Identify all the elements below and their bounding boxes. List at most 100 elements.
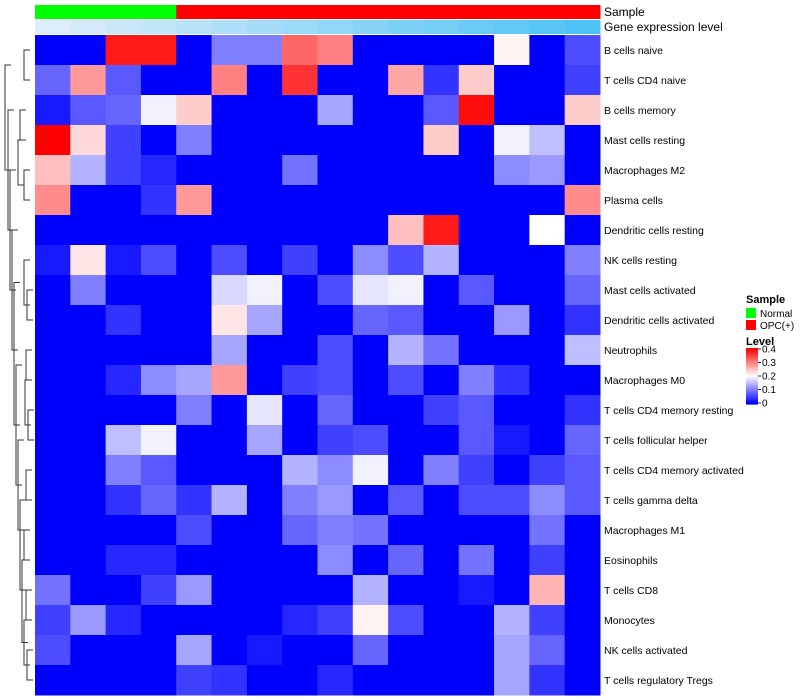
heatmap-cell (529, 485, 566, 516)
heatmap-cell (211, 545, 248, 576)
heatmap-cell (564, 125, 601, 156)
heatmap-cell (246, 305, 283, 336)
heatmap-cell (458, 575, 495, 606)
heatmap-cell (35, 125, 71, 156)
heatmap-cell (246, 395, 283, 426)
heatmap-cell (317, 65, 354, 96)
dendrogram-branch (25, 469, 32, 501)
dendrogram-branch (24, 379, 31, 426)
heatmap-cell (423, 185, 460, 216)
heatmap-cell (529, 515, 566, 546)
heatmap-cell (352, 635, 389, 666)
heatmap-cell (70, 575, 107, 606)
heatmap-cell (388, 155, 424, 186)
legend-gradient-step (746, 348, 758, 350)
heatmap-cell (105, 365, 142, 396)
legend-gradient-step (746, 376, 758, 378)
row-label: NK cells resting (604, 255, 677, 267)
heatmap-cell (246, 455, 283, 486)
heatmap-cell (458, 395, 495, 426)
heatmap-cell (352, 365, 389, 396)
heatmap-cell (176, 35, 213, 66)
row-label: T cells CD4 memory resting (604, 405, 733, 417)
row-label: T cells gamma delta (604, 495, 698, 507)
heatmap-cell (211, 275, 248, 306)
heatmap-cell (140, 605, 177, 636)
heatmap-cell (282, 125, 318, 156)
heatmap-cell (494, 425, 530, 456)
annotation-cell (35, 20, 71, 34)
heatmap-cell (211, 425, 248, 456)
heatmap-cell (211, 605, 248, 636)
heatmap-cell (564, 65, 601, 96)
heatmap-cell (176, 335, 213, 366)
heatmap-cell (352, 35, 389, 66)
legend-gradient-step (746, 387, 758, 390)
row-label: Macrophages M2 (604, 165, 685, 177)
heatmap-cell (529, 95, 566, 126)
dendrogram-branch (19, 109, 26, 141)
heatmap-cell (458, 95, 495, 126)
heatmap-cell (105, 275, 142, 306)
heatmap-cell (564, 215, 601, 246)
heatmap-cell (494, 455, 530, 486)
heatmap-cell (388, 425, 424, 456)
heatmap-cell (35, 635, 71, 666)
row-label: B cells memory (604, 105, 677, 117)
heatmap-cell (105, 215, 142, 246)
heatmap-cell (70, 155, 107, 186)
dendrogram-branch (19, 499, 26, 591)
heatmap-cell (388, 35, 424, 66)
heatmap-cell (140, 245, 177, 276)
heatmap-cell (564, 95, 601, 126)
heatmap-cell (529, 605, 566, 636)
heatmap-cell (70, 635, 107, 666)
heatmap-cell (529, 125, 566, 156)
heatmap-cell (140, 305, 177, 336)
heatmap-cell (388, 215, 424, 246)
heatmap-cell (35, 365, 71, 396)
heatmap-cell (105, 35, 142, 66)
heatmap-cell (458, 605, 495, 636)
heatmap-cell (458, 545, 495, 576)
heatmap-cell (564, 425, 601, 456)
heatmap-cell (388, 65, 424, 96)
row-label: Dendritic cells activated (604, 315, 714, 327)
heatmap-cell (529, 365, 566, 396)
heatmap-cell (176, 365, 213, 396)
heatmap-cell (352, 575, 389, 606)
heatmap-cell (458, 455, 495, 486)
heatmap-cell (423, 485, 460, 516)
heatmap-cell (423, 95, 460, 126)
heatmap-cell (423, 515, 460, 546)
heatmap-cell (352, 515, 389, 546)
heatmap-cell (211, 335, 248, 366)
heatmap-cell (35, 665, 71, 696)
legend-gradient-step (746, 364, 758, 367)
heatmap-cell (70, 245, 107, 276)
heatmap-cell (246, 35, 283, 66)
heatmap-cell (246, 125, 283, 156)
heatmap-cell (564, 305, 601, 336)
heatmap-cell (105, 635, 142, 666)
heatmap-cell (423, 665, 460, 696)
legend-gradient-step (746, 398, 758, 401)
heatmap-cell (494, 185, 530, 216)
heatmap-cell (494, 545, 530, 576)
heatmap-cell (105, 485, 142, 516)
legend-gradient-step (746, 378, 758, 381)
legend-gradient-step (746, 353, 758, 356)
legend-gradient-step (746, 390, 758, 392)
heatmap-cell (352, 455, 389, 486)
heatmap-cell (564, 575, 601, 606)
heatmap-cell (423, 245, 460, 276)
heatmap-cell (211, 35, 248, 66)
heatmap-cell (140, 65, 177, 96)
heatmap-cell (564, 485, 601, 516)
annotation-cell (70, 20, 107, 34)
heatmap-cell (352, 275, 389, 306)
dendrogram-branch (25, 589, 32, 621)
heatmap-cell (458, 125, 495, 156)
